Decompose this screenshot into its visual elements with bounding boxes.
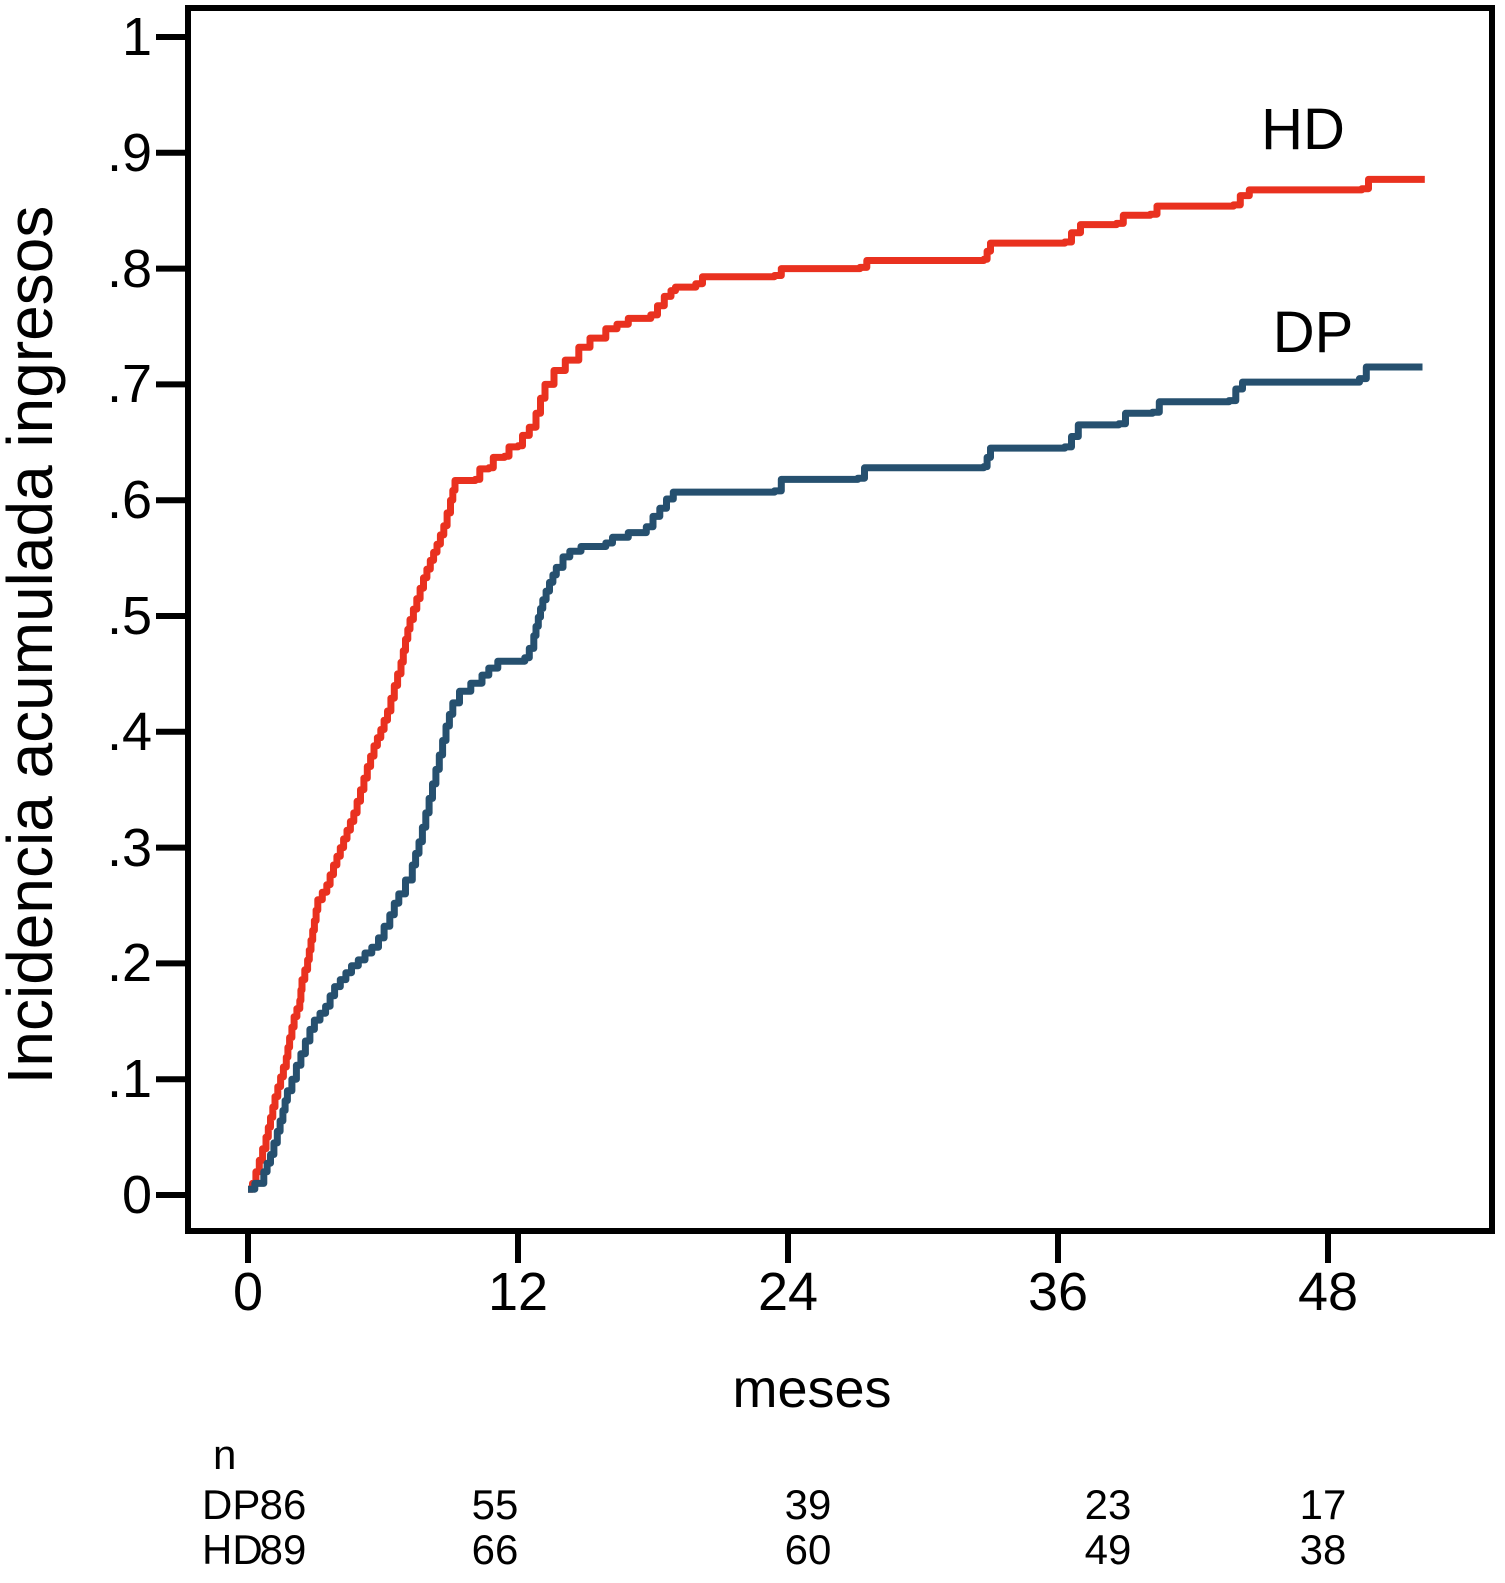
risk-value-dp-4: 17 [1299,1481,1347,1528]
y-tick-label: .4 [106,701,152,762]
x-tick-label: 48 [1297,1262,1359,1322]
risk-value-hd-4: 38 [1299,1526,1347,1573]
risk-value-dp-3: 23 [1084,1481,1132,1528]
x-tick-label: 0 [232,1262,264,1322]
x-tick-label: 36 [1027,1262,1089,1322]
y-tick-label: .3 [106,817,152,878]
series-label-hd: HD [1261,97,1345,162]
risk-value-hd-2: 60 [784,1526,832,1573]
y-tick-label: .1 [106,1049,152,1110]
y-tick-label: .7 [106,354,152,415]
y-tick-label: 1 [121,7,152,67]
y-tick-label: .9 [106,122,152,183]
risk-row-label-dp: DP [202,1481,261,1528]
y-tick-label: .2 [106,933,152,994]
dp-curve [248,363,1423,1193]
y-tick-label: .8 [106,238,152,299]
hd-curve [248,175,1425,1193]
x-axis-title: meses [732,1359,892,1419]
x-tick-label: 24 [757,1262,819,1322]
risk-table-header: n [213,1431,237,1478]
risk-value-hd-1: 66 [471,1526,519,1573]
risk-value-dp-1: 55 [471,1481,519,1528]
risk-value-dp-0: 86 [259,1481,307,1528]
plot-border [185,5,1495,1234]
risk-row-label-hd: HD [202,1526,263,1573]
risk-value-hd-0: 89 [259,1526,307,1573]
series-label-dp: DP [1272,300,1354,365]
y-tick-label: .6 [106,470,152,531]
y-tick-label: .5 [106,586,152,646]
y-tick-label: 0 [121,1165,152,1225]
x-tick-label: 12 [487,1262,549,1322]
risk-value-hd-3: 49 [1084,1526,1132,1573]
risk-value-dp-2: 39 [784,1481,832,1528]
